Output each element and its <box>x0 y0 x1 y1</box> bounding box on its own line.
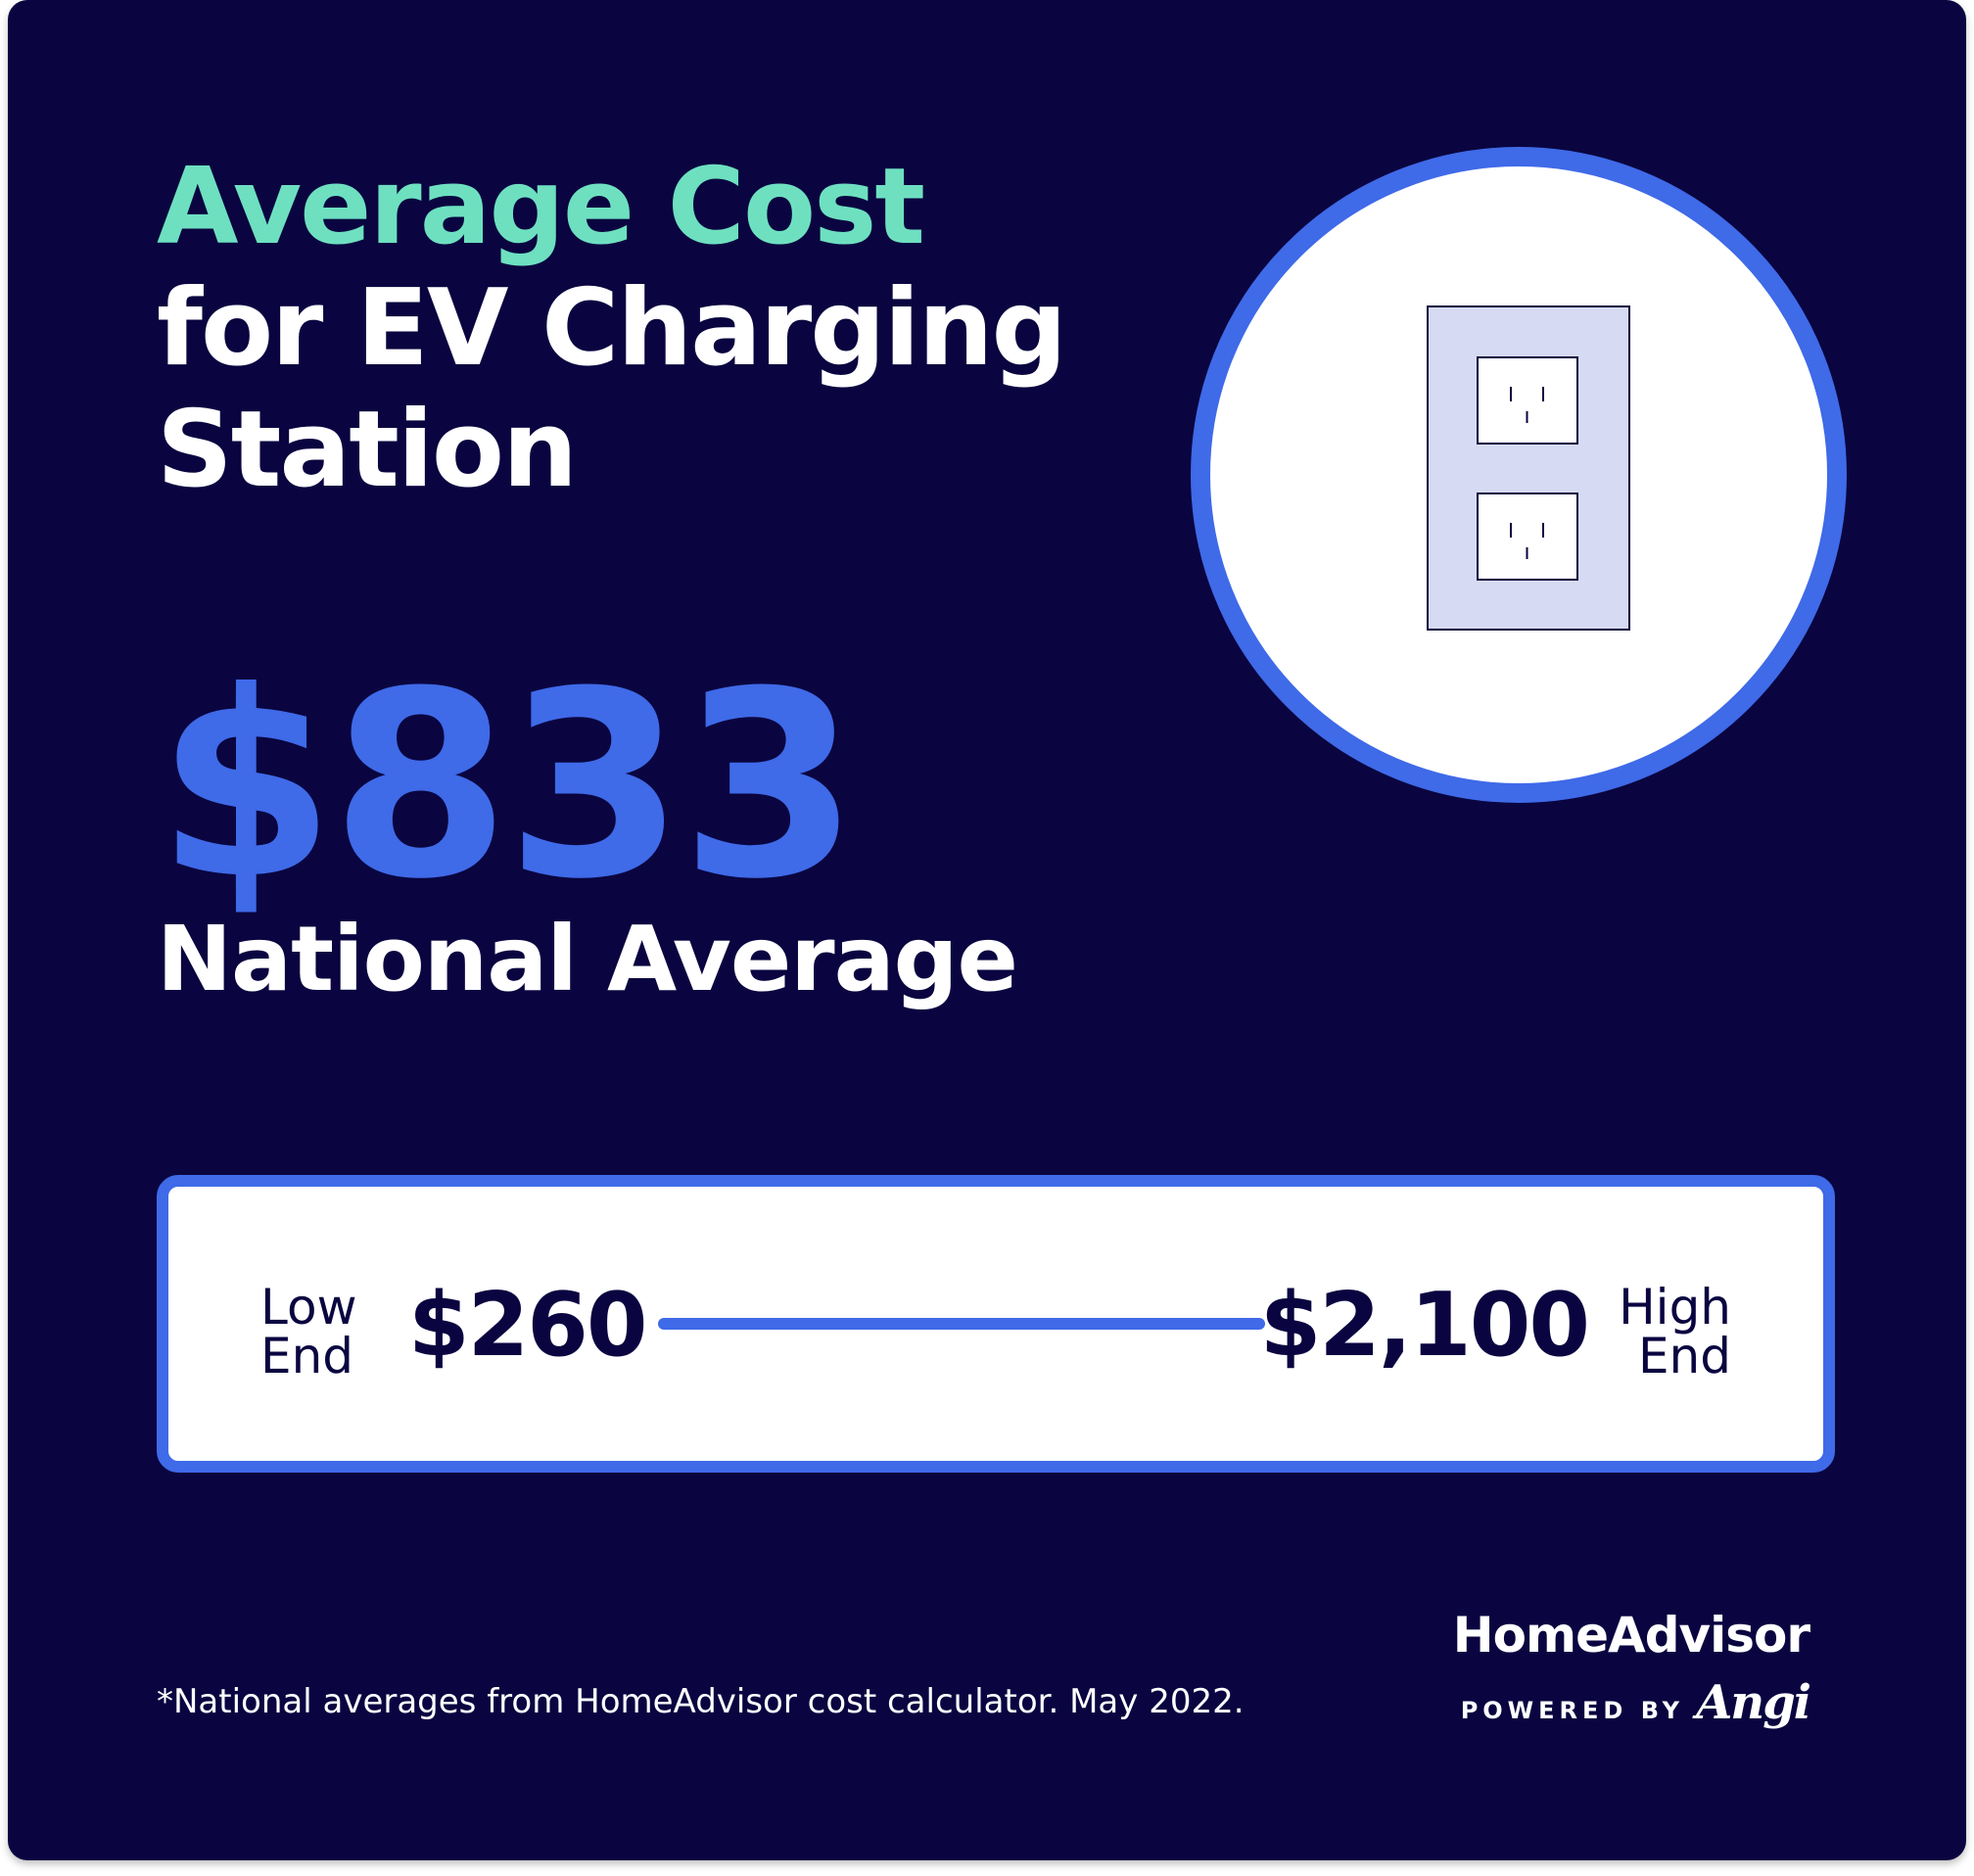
powered-by-text: POWERED BY <box>1460 1697 1685 1724</box>
high-end-label-line-2: End <box>1637 1328 1731 1384</box>
low-end-value: $260 <box>408 1274 647 1377</box>
high-end-label: High End <box>1619 1283 1731 1381</box>
range-line <box>658 1318 1265 1330</box>
wall-outlet-icon <box>1427 305 1630 631</box>
brand-logo: HomeAdvisor POWERED BY Angi <box>1452 1606 1811 1730</box>
title-line-2: for EV Charging <box>157 267 1067 390</box>
high-end-label-line-1: High <box>1619 1279 1731 1336</box>
low-end-label-line-2: End <box>260 1328 354 1384</box>
national-average-label: National Average <box>157 907 1018 1011</box>
low-end-label-line-1: Low <box>260 1279 357 1336</box>
footnote: *National averages from HomeAdvisor cost… <box>157 1682 1245 1721</box>
powered-by-line: POWERED BY Angi <box>1453 1675 1811 1730</box>
low-end-label: Low End <box>260 1283 356 1381</box>
homeadvisor-logo: HomeAdvisor <box>1452 1607 1810 1664</box>
high-end-value: $2,100 <box>1259 1274 1590 1377</box>
national-average-price: $833 <box>157 636 859 935</box>
outlet-illustration <box>1191 147 1847 803</box>
title-line-3: Station <box>157 389 578 511</box>
cost-range-box: Low End $260 $2,100 High End <box>157 1175 1835 1473</box>
angi-logo: Angi <box>1696 1675 1811 1730</box>
title-line-1: Average Cost <box>157 146 925 268</box>
infographic-card: Average Cost for EV Charging Station $83… <box>8 0 1966 1860</box>
page-title: Average Cost for EV Charging Station <box>157 147 1136 511</box>
